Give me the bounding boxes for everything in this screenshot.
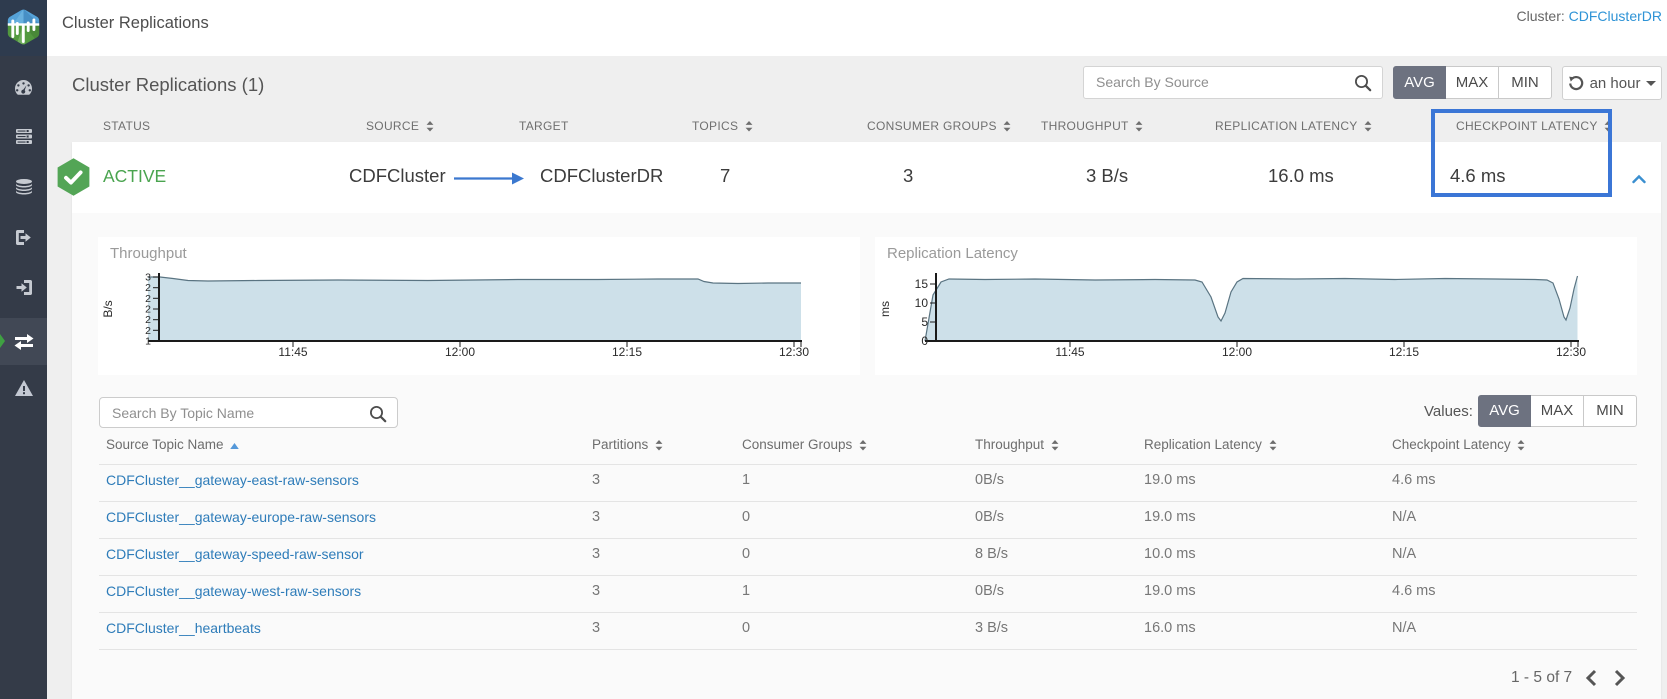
svg-text:B/s: B/s [101,300,115,317]
svg-text:12:30: 12:30 [779,345,809,359]
svg-text:2: 2 [145,314,151,326]
svg-text:0: 0 [921,334,928,348]
svg-text:ms: ms [878,301,892,317]
svg-text:2: 2 [145,293,151,305]
svg-text:2: 2 [145,304,151,316]
svg-text:2: 2 [145,282,151,294]
svg-text:12:00: 12:00 [445,345,475,359]
svg-text:15: 15 [915,277,929,291]
svg-text:3: 3 [145,272,151,284]
svg-text:2: 2 [145,325,151,337]
svg-text:11:45: 11:45 [1055,345,1084,359]
svg-text:12:00: 12:00 [1222,345,1252,359]
svg-text:12:30: 12:30 [1556,345,1586,359]
svg-text:11:45: 11:45 [278,345,307,359]
svg-text:12:15: 12:15 [612,345,642,359]
svg-text:1: 1 [145,336,151,348]
svg-text:10: 10 [915,296,929,310]
svg-text:5: 5 [921,315,928,329]
svg-text:12:15: 12:15 [1389,345,1419,359]
